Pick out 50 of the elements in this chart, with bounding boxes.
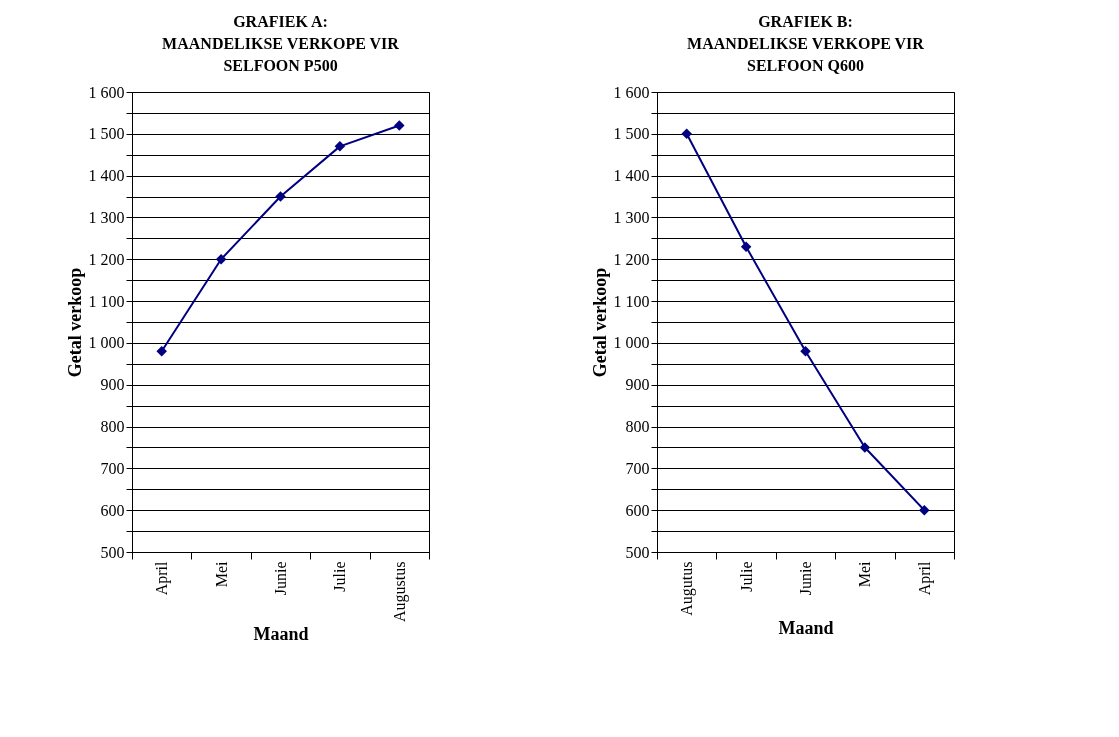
- point: [740, 241, 752, 252]
- y-axis-title: Getal verkoop: [64, 267, 85, 378]
- y-tick-label: 900: [100, 376, 125, 394]
- y-tick-label: 1 600: [613, 83, 650, 101]
- y-tick-label: 1 300: [613, 208, 650, 226]
- point: [859, 442, 871, 453]
- x-axis-title: Maand: [778, 617, 834, 638]
- y-axis-title: Getal verkoop: [589, 267, 610, 378]
- y-tick-label: 1 300: [88, 208, 125, 226]
- y-tick-label: 1 200: [613, 250, 650, 268]
- point: [800, 346, 811, 357]
- point: [215, 254, 227, 265]
- point: [919, 504, 930, 516]
- x-tick-label: Julie: [331, 561, 349, 592]
- y-tick-label: 1 400: [88, 167, 125, 185]
- y-tick-label: 1 500: [613, 125, 650, 143]
- point: [156, 346, 167, 357]
- y-tick-label: 800: [100, 418, 125, 436]
- x-axis-title: Maand: [253, 623, 309, 644]
- x-tick-label: April: [915, 560, 934, 596]
- y-tick-label: 900: [625, 376, 650, 394]
- y-tick-label: 1 500: [88, 125, 125, 143]
- x-tick-label: April: [153, 560, 172, 596]
- x-tick-label: Augustus: [390, 561, 409, 622]
- y-tick-label: 1 100: [613, 292, 650, 310]
- x-tick-label: Junie: [797, 561, 814, 596]
- point: [681, 128, 692, 140]
- chart-title: GRAFIEK B: MAANDELIKSE VERKOPE VIR SELFOON Q600: [687, 13, 925, 74]
- point: [334, 141, 346, 152]
- y-tick-label: 500: [100, 543, 125, 561]
- point: [275, 191, 286, 202]
- y-tick-label: 1 100: [88, 292, 125, 310]
- y-tick-label: 600: [100, 501, 125, 519]
- chart-title: GRAFIEK A: MAANDELIKSE VERKOPE VIR SELFOON P500: [162, 13, 400, 74]
- x-tick-label: Mei: [856, 560, 874, 588]
- x-tick-label: Augutus: [678, 561, 697, 616]
- y-tick-label: 1 600: [88, 83, 125, 101]
- y-tick-label: 700: [100, 459, 125, 477]
- y-tick-label: 500: [625, 543, 650, 561]
- y-tick-label: 1 200: [88, 250, 125, 268]
- x-tick-label: Mei: [212, 560, 230, 588]
- x-tick-label: Junie: [272, 561, 289, 596]
- x-tick-label: Julie: [737, 561, 755, 592]
- y-tick-label: 600: [625, 501, 650, 519]
- point: [394, 120, 405, 131]
- y-tick-label: 800: [625, 418, 650, 436]
- y-tick-label: 700: [625, 459, 650, 477]
- y-tick-label: 1 000: [613, 334, 650, 352]
- y-tick-label: 1 400: [613, 167, 650, 185]
- y-tick-label: 1 000: [88, 334, 125, 352]
